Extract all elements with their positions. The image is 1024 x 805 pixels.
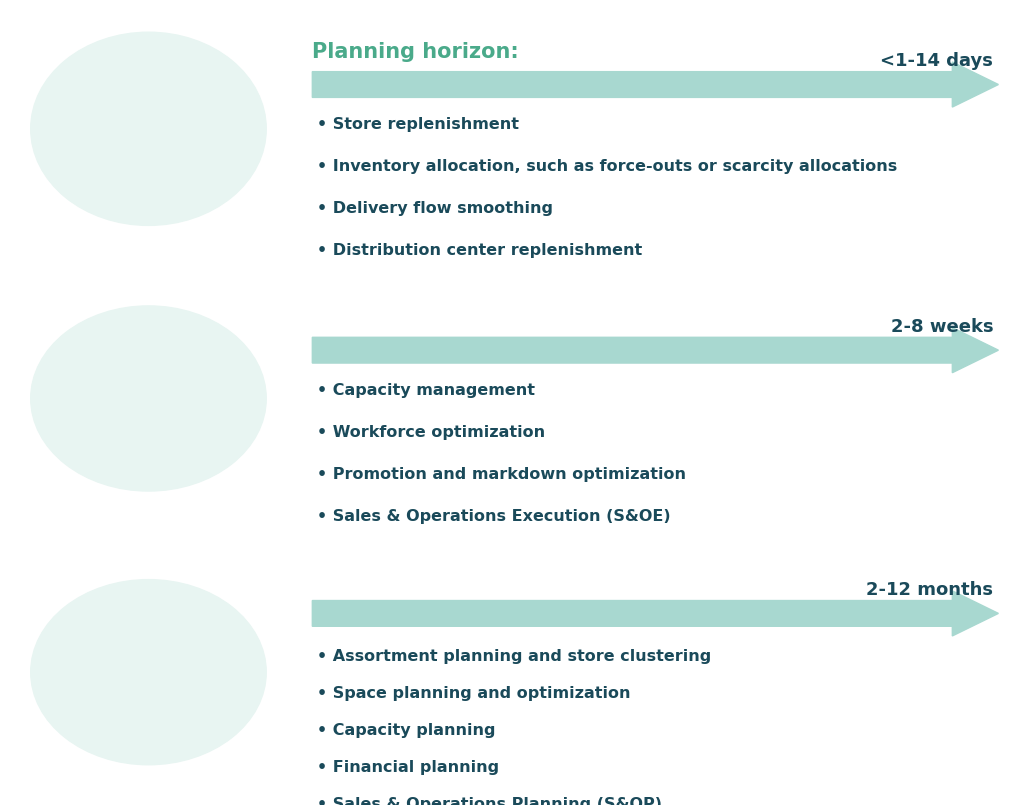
Text: • Delivery flow smoothing: • Delivery flow smoothing [317,201,553,216]
Ellipse shape [31,580,266,765]
Text: • Distribution center replenishment: • Distribution center replenishment [317,243,643,258]
Text: • Capacity management: • Capacity management [317,383,536,398]
Text: <1-14 days: <1-14 days [881,52,993,70]
Text: 2-12 months: 2-12 months [866,581,993,599]
Ellipse shape [31,306,266,491]
FancyArrow shape [312,591,998,636]
Text: • Space planning and optimization: • Space planning and optimization [317,686,631,700]
FancyArrow shape [312,62,998,107]
Text: • Promotion and markdown optimization: • Promotion and markdown optimization [317,467,686,481]
Text: • Workforce optimization: • Workforce optimization [317,425,546,440]
Text: • Sales & Operations Planning (S&OP): • Sales & Operations Planning (S&OP) [317,797,663,805]
Text: • Assortment planning and store clustering: • Assortment planning and store clusteri… [317,649,712,663]
Text: • Store replenishment: • Store replenishment [317,118,519,132]
Text: • Sales & Operations Execution (S&OE): • Sales & Operations Execution (S&OE) [317,509,671,523]
Ellipse shape [31,32,266,225]
Text: 2-8 weeks: 2-8 weeks [891,318,993,336]
Text: Planning horizon:: Planning horizon: [312,43,519,62]
Text: • Capacity planning: • Capacity planning [317,723,496,737]
Text: • Financial planning: • Financial planning [317,760,500,774]
FancyArrow shape [312,328,998,373]
Text: • Inventory allocation, such as force-outs or scarcity allocations: • Inventory allocation, such as force-ou… [317,159,898,174]
